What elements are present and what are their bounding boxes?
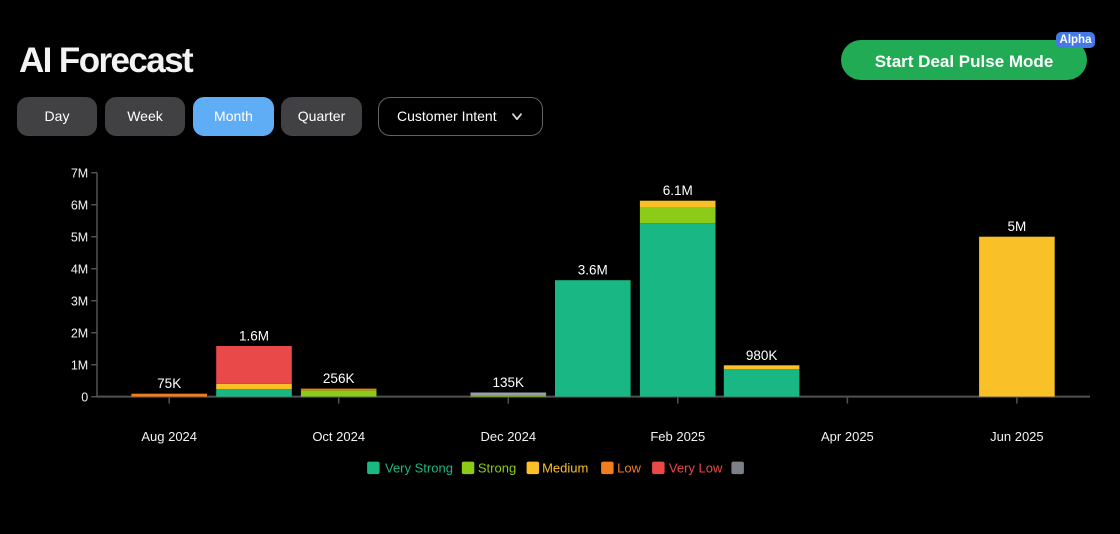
svg-text:Oct 2024: Oct 2024 xyxy=(312,429,365,444)
svg-text:1M: 1M xyxy=(71,359,88,373)
svg-text:3.6M: 3.6M xyxy=(578,263,608,278)
svg-text:Jun 2025: Jun 2025 xyxy=(990,429,1044,444)
svg-text:Dec 2024: Dec 2024 xyxy=(480,429,536,444)
svg-text:0: 0 xyxy=(81,391,88,405)
svg-text:3M: 3M xyxy=(71,295,88,309)
svg-text:5M: 5M xyxy=(71,231,88,245)
svg-text:6M: 6M xyxy=(71,199,88,213)
svg-text:Low: Low xyxy=(617,461,641,476)
svg-text:Strong: Strong xyxy=(478,461,516,476)
svg-text:2M: 2M xyxy=(71,327,88,341)
svg-text:Aug 2024: Aug 2024 xyxy=(141,429,197,444)
svg-text:Very Strong: Very Strong xyxy=(385,461,453,476)
svg-text:7M: 7M xyxy=(71,167,88,181)
svg-text:4M: 4M xyxy=(71,263,88,277)
svg-text:980K: 980K xyxy=(746,348,778,363)
svg-text:Feb 2025: Feb 2025 xyxy=(650,429,705,444)
svg-text:1.6M: 1.6M xyxy=(239,329,269,344)
svg-text:256K: 256K xyxy=(323,371,355,386)
svg-text:135K: 135K xyxy=(493,375,525,390)
svg-text:Medium: Medium xyxy=(542,461,588,476)
svg-text:75K: 75K xyxy=(157,376,181,391)
svg-text:Apr 2025: Apr 2025 xyxy=(821,429,874,444)
svg-text:5M: 5M xyxy=(1008,219,1027,234)
svg-text:Very Low: Very Low xyxy=(669,461,723,476)
svg-text:6.1M: 6.1M xyxy=(663,183,693,198)
